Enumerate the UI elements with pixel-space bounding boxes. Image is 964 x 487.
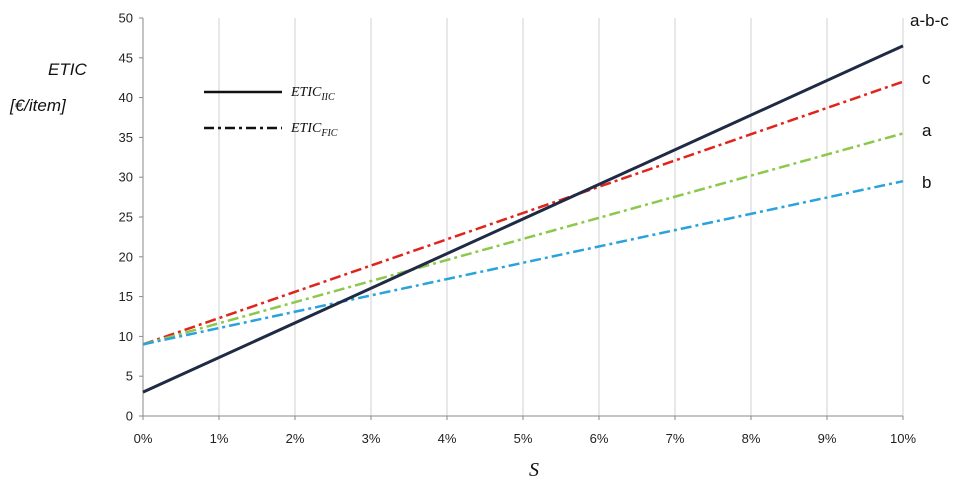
x-axis-label: S bbox=[529, 459, 539, 481]
y-tick-label: 30 bbox=[119, 170, 133, 185]
series-end-labels: a-b-c c a b bbox=[910, 11, 949, 192]
y-tick-label: 35 bbox=[119, 130, 133, 145]
x-tick-label: 7% bbox=[666, 431, 685, 446]
y-tick-label: 20 bbox=[119, 249, 133, 264]
y-tick-labels: 0 5 10 15 20 25 30 35 40 45 50 bbox=[119, 11, 133, 424]
series-label-a-b-c: a-b-c bbox=[910, 11, 949, 30]
series-line-c bbox=[142, 80, 904, 346]
y-tick-label: 40 bbox=[119, 90, 133, 105]
y-tick-label: 15 bbox=[119, 289, 133, 304]
y-tick-label: 5 bbox=[126, 369, 133, 384]
gridlines bbox=[142, 18, 904, 416]
x-tick-label: 5% bbox=[514, 431, 533, 446]
y-axis-label-line1: ETIC bbox=[48, 60, 87, 79]
x-tick-label: 10% bbox=[890, 431, 916, 446]
x-tick-label: 2% bbox=[286, 431, 305, 446]
y-axis-label-line2: [€/item] bbox=[9, 96, 67, 115]
y-tick-label: 0 bbox=[126, 409, 133, 424]
x-tick-label: 0% bbox=[134, 431, 153, 446]
x-tick-label: 8% bbox=[742, 431, 761, 446]
y-tick-label: 10 bbox=[119, 329, 133, 344]
axes bbox=[139, 17, 904, 420]
x-tick-label: 6% bbox=[590, 431, 609, 446]
y-tick-label: 25 bbox=[119, 210, 133, 225]
series-line-b bbox=[142, 179, 904, 346]
x-tick-label: 3% bbox=[362, 431, 381, 446]
series-label-b: b bbox=[922, 173, 931, 192]
x-tick-labels: 0% 1% 2% 3% 4% 5% 6% 7% 8% 9% 10% bbox=[134, 431, 917, 446]
legend: ETICIIC ETICFIC bbox=[204, 85, 338, 139]
series-lines bbox=[142, 44, 904, 394]
series-line-a-b-c bbox=[142, 44, 904, 394]
y-tick-label: 50 bbox=[119, 11, 133, 26]
series-label-c: c bbox=[922, 69, 931, 88]
legend-label-fic: ETICFIC bbox=[290, 121, 338, 139]
x-tick-label: 4% bbox=[438, 431, 457, 446]
legend-label-iic: ETICIIC bbox=[290, 85, 335, 103]
series-label-a: a bbox=[922, 121, 932, 140]
y-tick-label: 45 bbox=[119, 50, 133, 65]
x-tick-label: 1% bbox=[210, 431, 229, 446]
x-tick-label: 9% bbox=[818, 431, 837, 446]
